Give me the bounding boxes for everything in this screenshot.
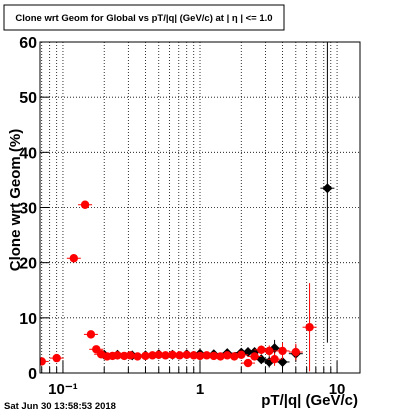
timestamp: Sat Jun 30 13:58:53 2018 bbox=[4, 401, 116, 412]
data-point bbox=[86, 330, 96, 339]
data-point bbox=[216, 352, 225, 361]
data-point bbox=[223, 351, 232, 360]
data-point bbox=[257, 345, 266, 355]
data-point bbox=[52, 353, 61, 363]
data-point bbox=[168, 350, 177, 359]
x-tick-label: 1 bbox=[196, 381, 204, 398]
y-tick-label: 10 bbox=[19, 311, 37, 328]
y-axis-label: Clone wrt Geom (%) bbox=[7, 129, 24, 272]
y-tick-label: 50 bbox=[19, 90, 37, 107]
data-point bbox=[243, 358, 253, 368]
title-box bbox=[3, 4, 285, 31]
data-point bbox=[69, 254, 79, 263]
data-point bbox=[148, 351, 157, 360]
data-point bbox=[133, 352, 142, 361]
data-point bbox=[182, 350, 191, 359]
data-point bbox=[175, 351, 184, 360]
data-point bbox=[40, 357, 46, 366]
data-point bbox=[270, 355, 279, 364]
y-tick-label: 20 bbox=[19, 256, 37, 273]
data-point bbox=[141, 351, 150, 361]
data-point bbox=[209, 351, 218, 361]
data-point bbox=[250, 352, 259, 361]
data-point bbox=[202, 351, 211, 360]
data-point bbox=[305, 323, 314, 332]
x-tick-label: 10⁻¹ bbox=[48, 381, 78, 398]
axes: 0 10 20 30 40 50 60 10⁻¹ 1 10 bbox=[19, 35, 345, 398]
chart-title: Clone wrt Geom for Global vs pT/|q| (GeV… bbox=[15, 13, 272, 24]
data-point bbox=[120, 351, 129, 361]
y-tick-label: 60 bbox=[19, 35, 37, 52]
data-point bbox=[278, 346, 287, 356]
x-axis-label: pT/|q| (GeV/c) bbox=[261, 392, 358, 409]
data-point bbox=[291, 347, 301, 357]
data-point bbox=[322, 183, 333, 194]
data-point bbox=[189, 351, 198, 360]
data-point bbox=[126, 351, 135, 360]
plot-area bbox=[40, 42, 335, 372]
data-point bbox=[161, 351, 170, 360]
data-point bbox=[154, 350, 163, 359]
y-tick-label: 30 bbox=[19, 201, 37, 218]
data-point bbox=[265, 346, 274, 356]
data-point bbox=[195, 351, 205, 361]
data-point bbox=[237, 350, 246, 359]
y-tick-label: 40 bbox=[19, 145, 37, 162]
x-tick-label: 10 bbox=[329, 381, 346, 398]
data-point bbox=[113, 351, 122, 360]
y-tick-label: 0 bbox=[28, 366, 37, 383]
data-point bbox=[80, 200, 90, 209]
